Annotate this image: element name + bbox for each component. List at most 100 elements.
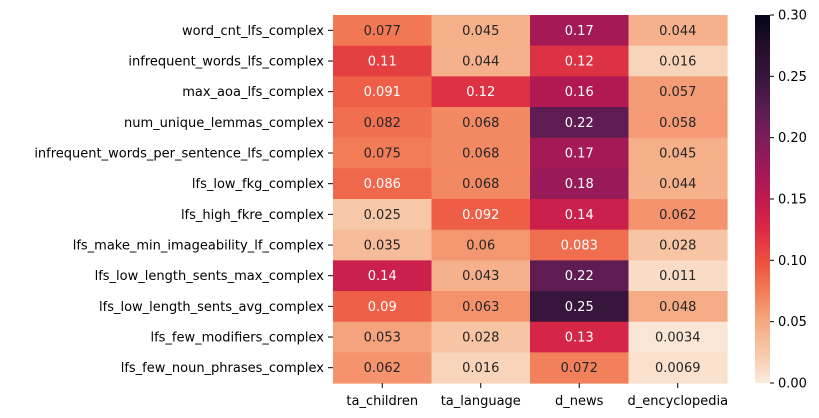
heatmap-cell bbox=[431, 199, 531, 231]
colorbar-gradient bbox=[755, 15, 770, 383]
cell-value-label: 0.063 bbox=[462, 300, 499, 315]
cell-value-label: 0.016 bbox=[462, 361, 499, 376]
heatmap-cell bbox=[333, 76, 433, 108]
column-labels: ta_children ta_language d_news d_encycloped… bbox=[346, 383, 728, 409]
heatmap-cell bbox=[431, 260, 531, 292]
colorbar-tick-label: 0.15 bbox=[778, 193, 807, 208]
heatmap-cell bbox=[333, 199, 433, 231]
heatmap-cell bbox=[333, 229, 433, 261]
row-label: lfs_few_modifiers_complex bbox=[150, 331, 324, 346]
row-label: num_unique_lemmas_complex bbox=[124, 116, 324, 131]
row-label: max_aoa_lfs_complex bbox=[182, 85, 324, 100]
heatmap-cell bbox=[628, 168, 728, 200]
colorbar-tick-label: 0.20 bbox=[778, 131, 807, 146]
column-label: ta_language bbox=[441, 394, 521, 409]
row-label: lfs_low_fkg_complex bbox=[192, 177, 324, 192]
cell-value-label: 0.068 bbox=[462, 147, 499, 162]
cell-value-label: 0.083 bbox=[561, 239, 598, 254]
cell-value-label: 0.13 bbox=[565, 331, 594, 346]
heatmap-cell bbox=[628, 45, 728, 77]
heatmap-cell bbox=[431, 76, 531, 108]
cell-value-label: 0.028 bbox=[462, 331, 499, 346]
cell-value-label: 0.044 bbox=[462, 55, 499, 70]
heatmap-cell bbox=[628, 15, 728, 47]
colorbar-tick-label: 0.30 bbox=[778, 9, 807, 24]
cell-value-label: 0.0069 bbox=[655, 361, 701, 376]
row-label: lfs_high_fkre_complex bbox=[181, 208, 324, 223]
cell-value-label: 0.057 bbox=[659, 85, 696, 100]
heatmap-cell bbox=[530, 199, 630, 231]
heatmap-cell bbox=[628, 199, 728, 231]
heatmap-cell bbox=[431, 107, 531, 139]
heatmap-cell bbox=[530, 260, 630, 292]
cell-value-label: 0.016 bbox=[659, 55, 696, 70]
cell-value-label: 0.058 bbox=[659, 116, 696, 131]
heatmap-cell bbox=[628, 260, 728, 292]
cell-value-label: 0.092 bbox=[462, 208, 499, 223]
cell-value-label: 0.068 bbox=[462, 116, 499, 131]
cell-value-label: 0.0034 bbox=[655, 331, 701, 346]
heatmap-cell bbox=[431, 137, 531, 169]
heatmap-cell bbox=[333, 137, 433, 169]
heatmap-cell bbox=[333, 321, 433, 353]
heatmap-cell bbox=[333, 45, 433, 77]
cell-value-label: 0.06 bbox=[466, 239, 495, 254]
heatmap-cell bbox=[333, 352, 433, 384]
row-label: lfs_few_noun_phrases_complex bbox=[121, 361, 325, 376]
cell-value-label: 0.12 bbox=[466, 85, 495, 100]
heatmap-cell bbox=[333, 291, 433, 323]
heatmap-cell bbox=[530, 291, 630, 323]
heatmap-cell bbox=[628, 321, 728, 353]
column-label: ta_children bbox=[346, 394, 418, 409]
cell-value-label: 0.12 bbox=[565, 55, 594, 70]
row-label: lfs_low_length_sents_max_complex bbox=[95, 269, 325, 284]
heatmap-cell bbox=[431, 168, 531, 200]
heatmap-cell bbox=[333, 107, 433, 139]
cell-value-label: 0.068 bbox=[462, 177, 499, 192]
cell-value-label: 0.045 bbox=[659, 147, 696, 162]
cell-value-label: 0.043 bbox=[462, 269, 499, 284]
cell-value-label: 0.18 bbox=[565, 177, 594, 192]
cell-value-label: 0.22 bbox=[565, 116, 594, 131]
cell-value-label: 0.16 bbox=[565, 85, 594, 100]
row-label: infrequent_words_per_sentence_lfs_comple… bbox=[34, 147, 324, 162]
cell-value-label: 0.077 bbox=[364, 24, 401, 39]
heatmap-cell bbox=[530, 229, 630, 261]
heatmap-cell bbox=[628, 229, 728, 261]
heatmap-cell bbox=[628, 352, 728, 384]
cell-value-label: 0.17 bbox=[565, 24, 594, 39]
cell-value-label: 0.082 bbox=[364, 116, 401, 131]
row-label: lfs_make_min_imageability_lf_complex bbox=[73, 239, 325, 254]
heatmap-cell bbox=[628, 137, 728, 169]
cell-value-label: 0.25 bbox=[565, 300, 594, 315]
heatmap-cell bbox=[530, 321, 630, 353]
heatmap-cell bbox=[431, 45, 531, 77]
heatmap-cell bbox=[628, 76, 728, 108]
cell-value-label: 0.062 bbox=[364, 361, 401, 376]
cell-value-label: 0.011 bbox=[659, 269, 696, 284]
heatmap-cell bbox=[530, 15, 630, 47]
cell-value-label: 0.075 bbox=[364, 147, 401, 162]
cell-value-label: 0.044 bbox=[659, 24, 696, 39]
cell-value-label: 0.086 bbox=[364, 177, 401, 192]
heatmap-cell bbox=[628, 107, 728, 139]
heatmap-cell bbox=[431, 352, 531, 384]
cell-value-label: 0.045 bbox=[462, 24, 499, 39]
column-label: d_news bbox=[555, 394, 604, 409]
cell-value-label: 0.09 bbox=[368, 300, 397, 315]
heatmap-cell bbox=[333, 168, 433, 200]
heatmap-cell bbox=[530, 76, 630, 108]
cell-value-label: 0.17 bbox=[565, 147, 594, 162]
cell-value-label: 0.072 bbox=[561, 361, 598, 376]
cell-value-label: 0.025 bbox=[364, 208, 401, 223]
colorbar: 0.00 0.05 0.10 0.15 0.20 0.25 0.30 bbox=[755, 9, 807, 392]
heatmap-cell bbox=[530, 352, 630, 384]
row-labels: word_cnt_lfs_complex infrequent_words_lfs… bbox=[34, 24, 333, 376]
heatmap-cell bbox=[530, 45, 630, 77]
cell-value-label: 0.028 bbox=[659, 239, 696, 254]
column-label: d_encyclopedia bbox=[627, 394, 728, 409]
row-label: word_cnt_lfs_complex bbox=[182, 24, 324, 39]
heatmap-cell bbox=[628, 291, 728, 323]
colorbar-tick-label: 0.00 bbox=[778, 377, 807, 392]
